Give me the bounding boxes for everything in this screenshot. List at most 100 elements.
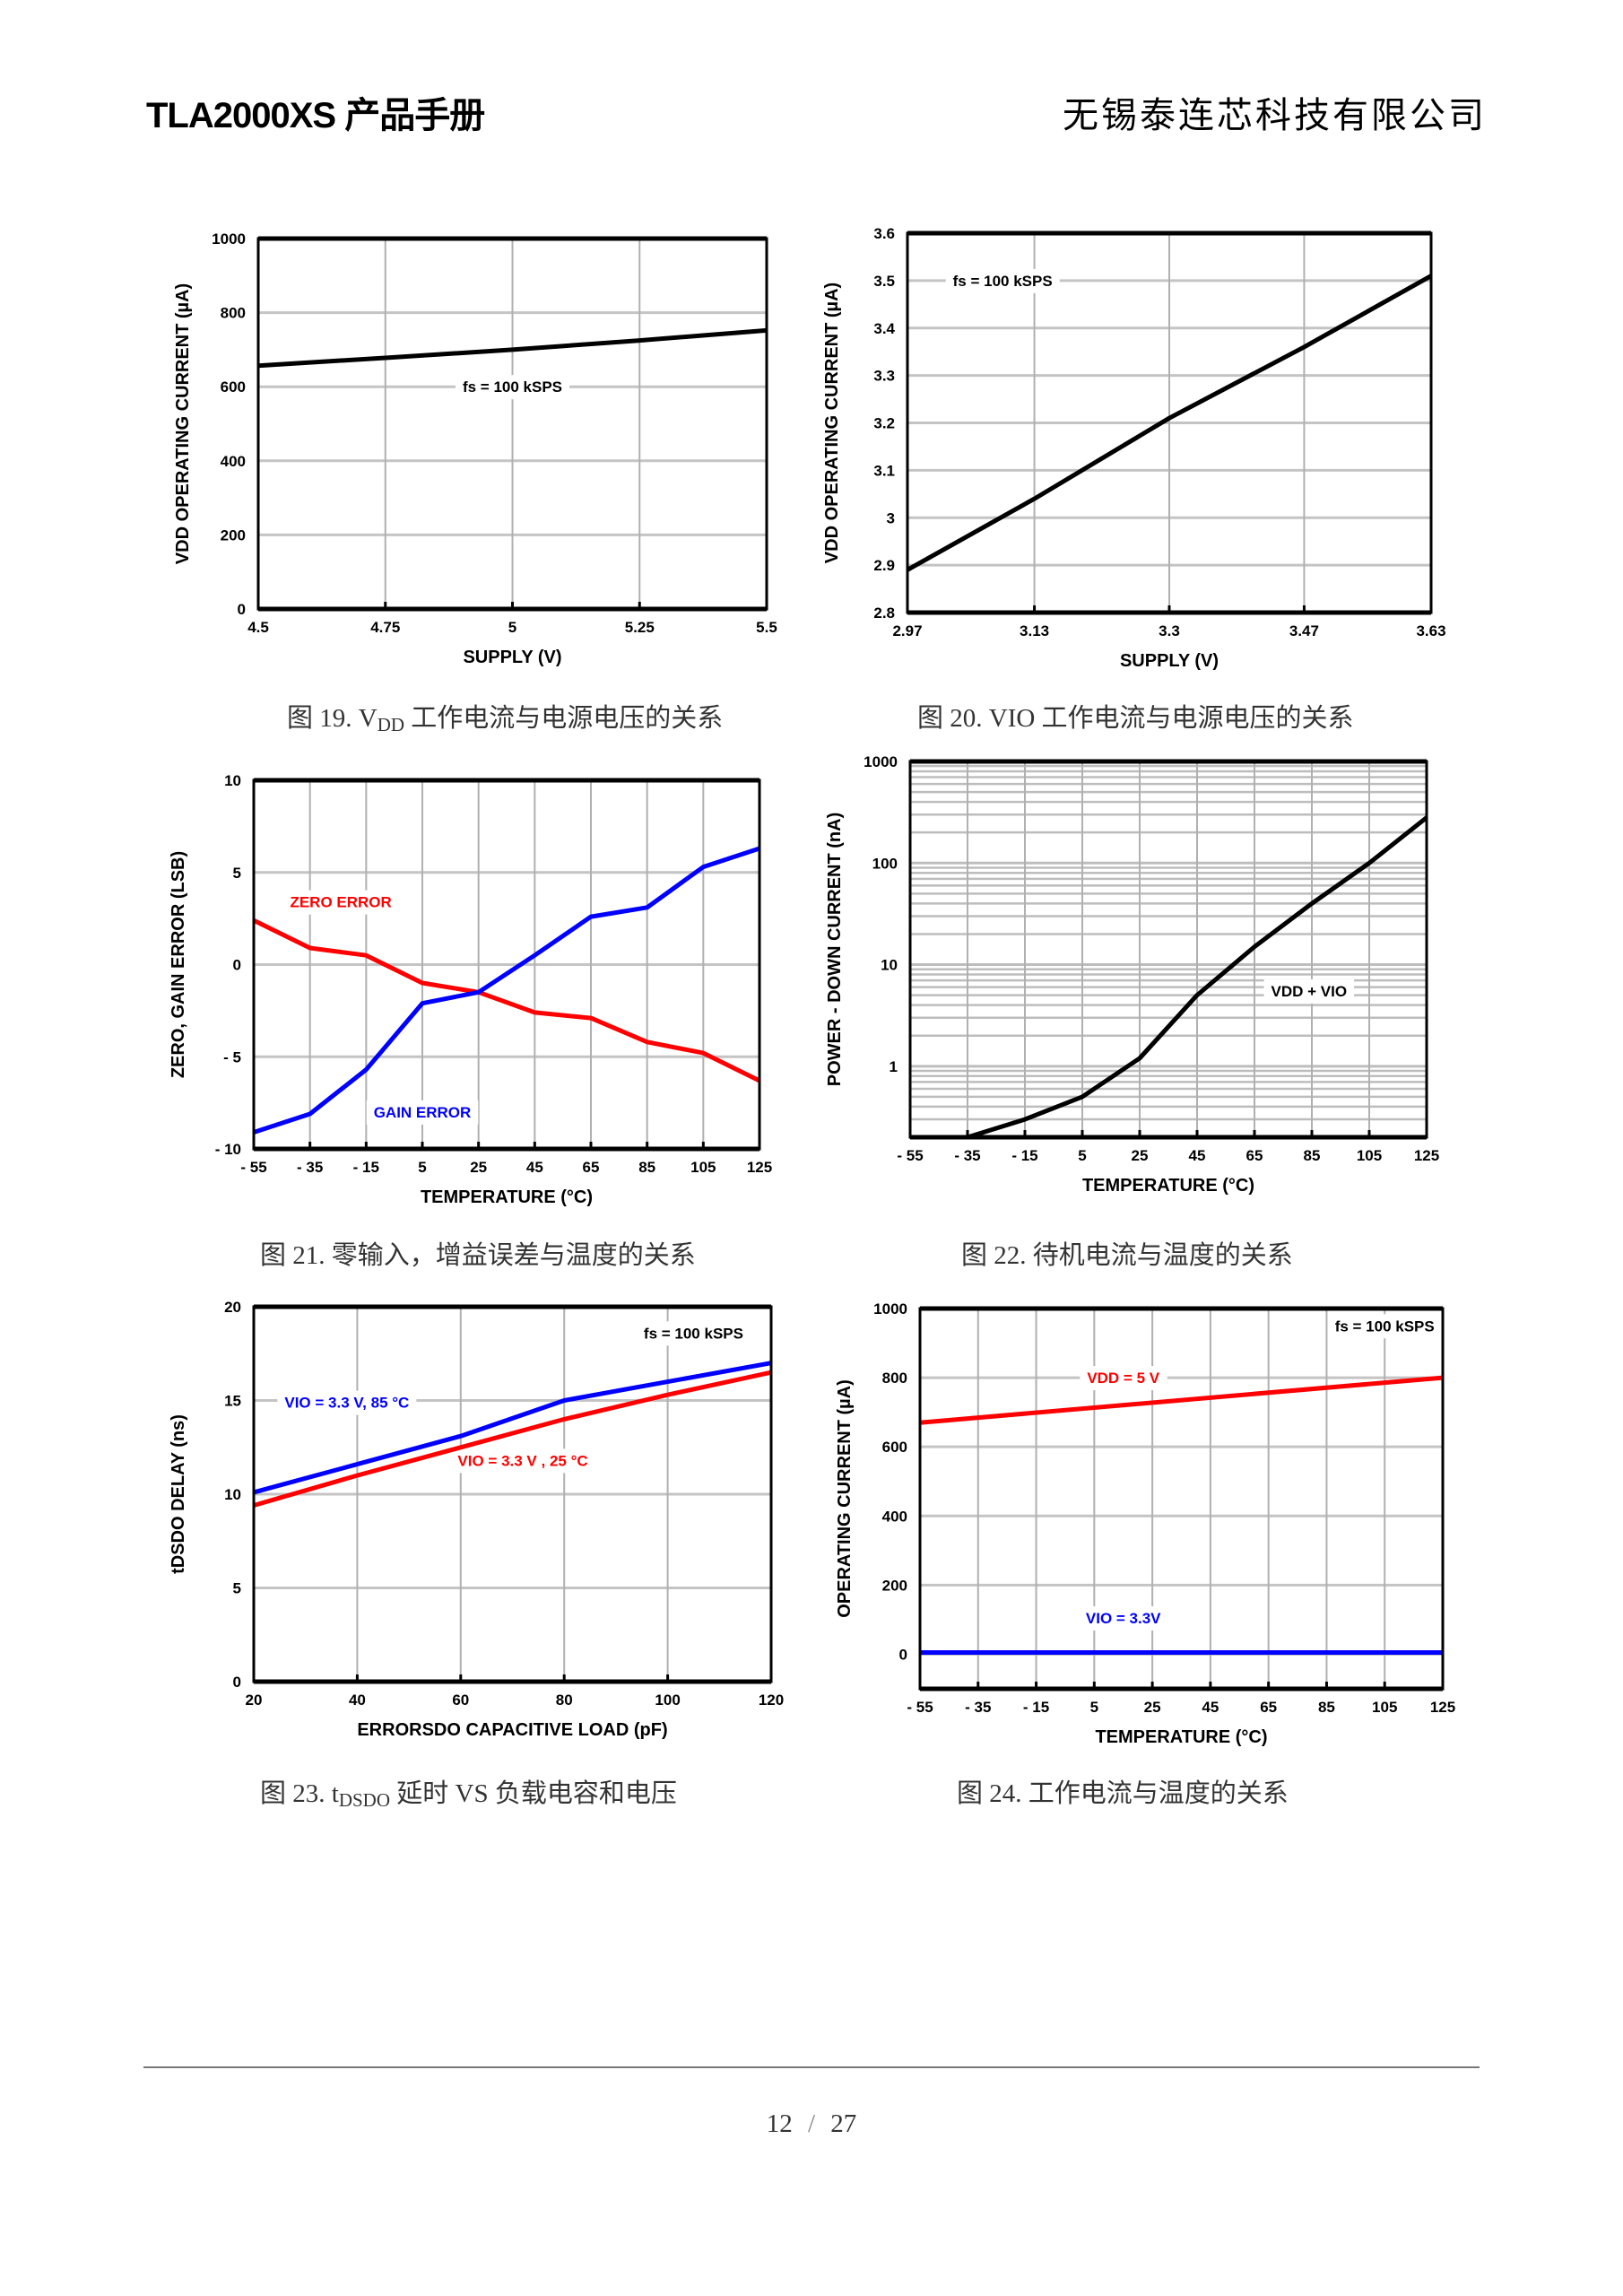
x-tick-label: 125 [747, 1159, 772, 1176]
y-tick-label: - 5 [223, 1048, 241, 1065]
chart-annotation: GAIN ERROR [374, 1104, 472, 1121]
x-tick-label: 85 [1318, 1699, 1335, 1716]
x-tick-label: - 55 [907, 1699, 933, 1716]
chart-fig24-operating-current-vs-temp: fs = 100 kSPS VDD = 5 V VIO = 3.3V - 55 - 35… [835, 1300, 1455, 1747]
caption-text: 图 21. 零输入，增益误差与温度的关系 [260, 1241, 696, 1270]
total-pages: 27 [830, 2109, 857, 2138]
x-tick-label: 40 [349, 1692, 366, 1709]
series-line-gain-error [253, 846, 760, 1135]
caption-subscript: DD [377, 714, 405, 735]
x-axis-title: TEMPERATURE (°C) [1082, 1176, 1254, 1196]
x-tick-label: 105 [1357, 1147, 1382, 1164]
series-line-vdd-5-v [919, 1375, 1444, 1425]
x-tick-label: 85 [638, 1159, 655, 1176]
x-axis-title: TEMPERATURE (°C) [421, 1187, 593, 1207]
chart-fig21-zero-gain-error-vs-temp: ZERO ERROR GAIN ERROR - 55- 35- 15 5 25 45 65 8… [169, 772, 772, 1207]
x-tick-label: 3.3 [1159, 622, 1180, 639]
caption-text: 图 20. VIO 工作电流与电源电压的关系 [917, 704, 1354, 733]
caption-text: 工作电流与电源电压的关系 [404, 704, 724, 733]
x-tick-label: 5 [508, 619, 516, 636]
annotation-background [277, 1390, 417, 1415]
plot-frame [918, 1307, 1445, 1691]
annotation-background [945, 268, 1060, 293]
company-name: 无锡泰连芯科技有限公司 [1063, 96, 1487, 135]
x-axis-title: SUPPLY (V) [1120, 651, 1219, 671]
y-tick-label: 10 [881, 957, 898, 974]
y-tick-label: 100 [872, 855, 898, 872]
x-tick-label: 25 [1144, 1699, 1161, 1716]
caption-text: 图 23. t [260, 1779, 339, 1808]
series-line-zero-error [252, 918, 761, 1083]
x-tick-label: 5 [1090, 1699, 1098, 1716]
y-tick-label: 1000 [212, 230, 246, 248]
x-tick-label: 4.75 [370, 619, 400, 636]
y-tick-label: 600 [882, 1439, 907, 1456]
x-tick-label: 25 [1132, 1147, 1149, 1164]
chart-fig23-tdsdo-delay-vs-load: fs = 100 kSPS VIO = 3.3 V, 85 °C VIO = 3.3… [169, 1299, 784, 1740]
annotation-background [1080, 1366, 1167, 1391]
y-tick-label: 800 [221, 305, 246, 322]
x-tick-label: 45 [526, 1159, 543, 1176]
x-tick-label: 5 [1078, 1147, 1086, 1164]
x-tick-label: 125 [1430, 1699, 1455, 1716]
y-axis-title: VDD OPERATING CURRENT (µA) [173, 283, 193, 564]
y-tick-label: 5 [233, 1580, 241, 1597]
chart-annotation: ZERO ERROR [290, 894, 391, 911]
x-tick-label: 5.5 [756, 619, 777, 636]
caption-text: 延时 VS 负载电容和电压 [390, 1779, 677, 1808]
figure-caption-23: 图 23. tDSDO 延时 VS 负载电容和电压 [260, 1772, 677, 1812]
y-tick-label: 0 [233, 957, 241, 974]
figure-caption-20: 图 20. VIO 工作电流与电源电压的关系 [917, 697, 1354, 735]
figure-caption-19: 图 19. VDD 工作电流与电源电压的关系 [287, 697, 723, 736]
y-tick-label: 400 [882, 1508, 907, 1525]
x-tick-label: - 35 [965, 1699, 991, 1716]
x-tick-label: 45 [1189, 1147, 1206, 1164]
x-tick-label: 3.63 [1416, 622, 1445, 639]
y-tick-label: 3.5 [873, 273, 895, 290]
annotation-background [455, 375, 570, 400]
y-tick-label: 1000 [864, 753, 898, 770]
x-tick-label: 65 [583, 1159, 600, 1176]
x-tick-label: 2.97 [892, 622, 922, 639]
chart-svg: fs = 100 kSPS VDD = 5 V VIO = 3.3V - 55 - 35… [835, 1300, 1455, 1747]
caption-text: 图 19. V [287, 704, 378, 733]
x-tick-label: 105 [690, 1159, 716, 1176]
y-tick-label: 2.8 [873, 604, 895, 622]
chart-annotation: fs = 100 kSPS [644, 1325, 743, 1342]
x-axis-title: SUPPLY (V) [463, 648, 561, 667]
x-tick-label: - 15 [1023, 1699, 1049, 1716]
caption-text: 图 24. 工作电流与温度的关系 [957, 1779, 1289, 1808]
x-tick-label: - 15 [353, 1159, 379, 1176]
annotation-background [282, 890, 399, 915]
x-axis-title: TEMPERATURE (°C) [1095, 1727, 1267, 1747]
y-tick-label: 600 [221, 378, 246, 396]
y-tick-label: 800 [882, 1370, 907, 1387]
x-axis-title: ERRORSDO CAPACITIVE LOAD (pF) [357, 1720, 667, 1740]
x-tick-label: - 35 [954, 1147, 980, 1164]
chart-svg: fs = 100 kSPS 2.97 3.13 3.3 3.47 3.63 2.8 2.9 3 3… [822, 225, 1446, 671]
chart-annotation: fs = 100 kSPS [463, 378, 562, 396]
footer-divider [143, 2066, 1480, 2068]
chart-fig20-vio-current-vs-supply: fs = 100 kSPS 2.97 3.13 3.3 3.47 3.63 2.8 2.9 3 3… [822, 225, 1446, 671]
y-tick-label: 3.6 [873, 225, 895, 242]
x-tick-label: 85 [1304, 1147, 1321, 1164]
series-line-vio [906, 274, 1433, 572]
current-page: 12 [766, 2109, 793, 2138]
annotation-background [366, 1100, 479, 1125]
x-tick-label: 65 [1246, 1147, 1263, 1164]
y-tick-label: 10 [224, 1486, 241, 1503]
series-line-vdd [257, 327, 768, 369]
y-tick-label: - 10 [215, 1141, 241, 1158]
y-axis-title: tDSDO DELAY (ns) [169, 1414, 188, 1574]
x-tick-label: 80 [556, 1692, 573, 1709]
document-title: TLA2000XS 产品手册 [146, 96, 485, 135]
x-tick-label: 60 [452, 1692, 469, 1709]
chart-svg: fs = 100 kSPS VIO = 3.3 V, 85 °C VIO = 3.3… [169, 1299, 784, 1740]
x-tick-label: 105 [1372, 1699, 1397, 1716]
y-tick-label: 0 [899, 1646, 907, 1663]
x-tick-label: 3.47 [1289, 622, 1319, 639]
annotation-background [1327, 1314, 1442, 1339]
x-tick-label: - 35 [297, 1159, 323, 1176]
y-tick-label: 5 [233, 865, 241, 882]
caption-subscript: DSDO [338, 1789, 390, 1811]
